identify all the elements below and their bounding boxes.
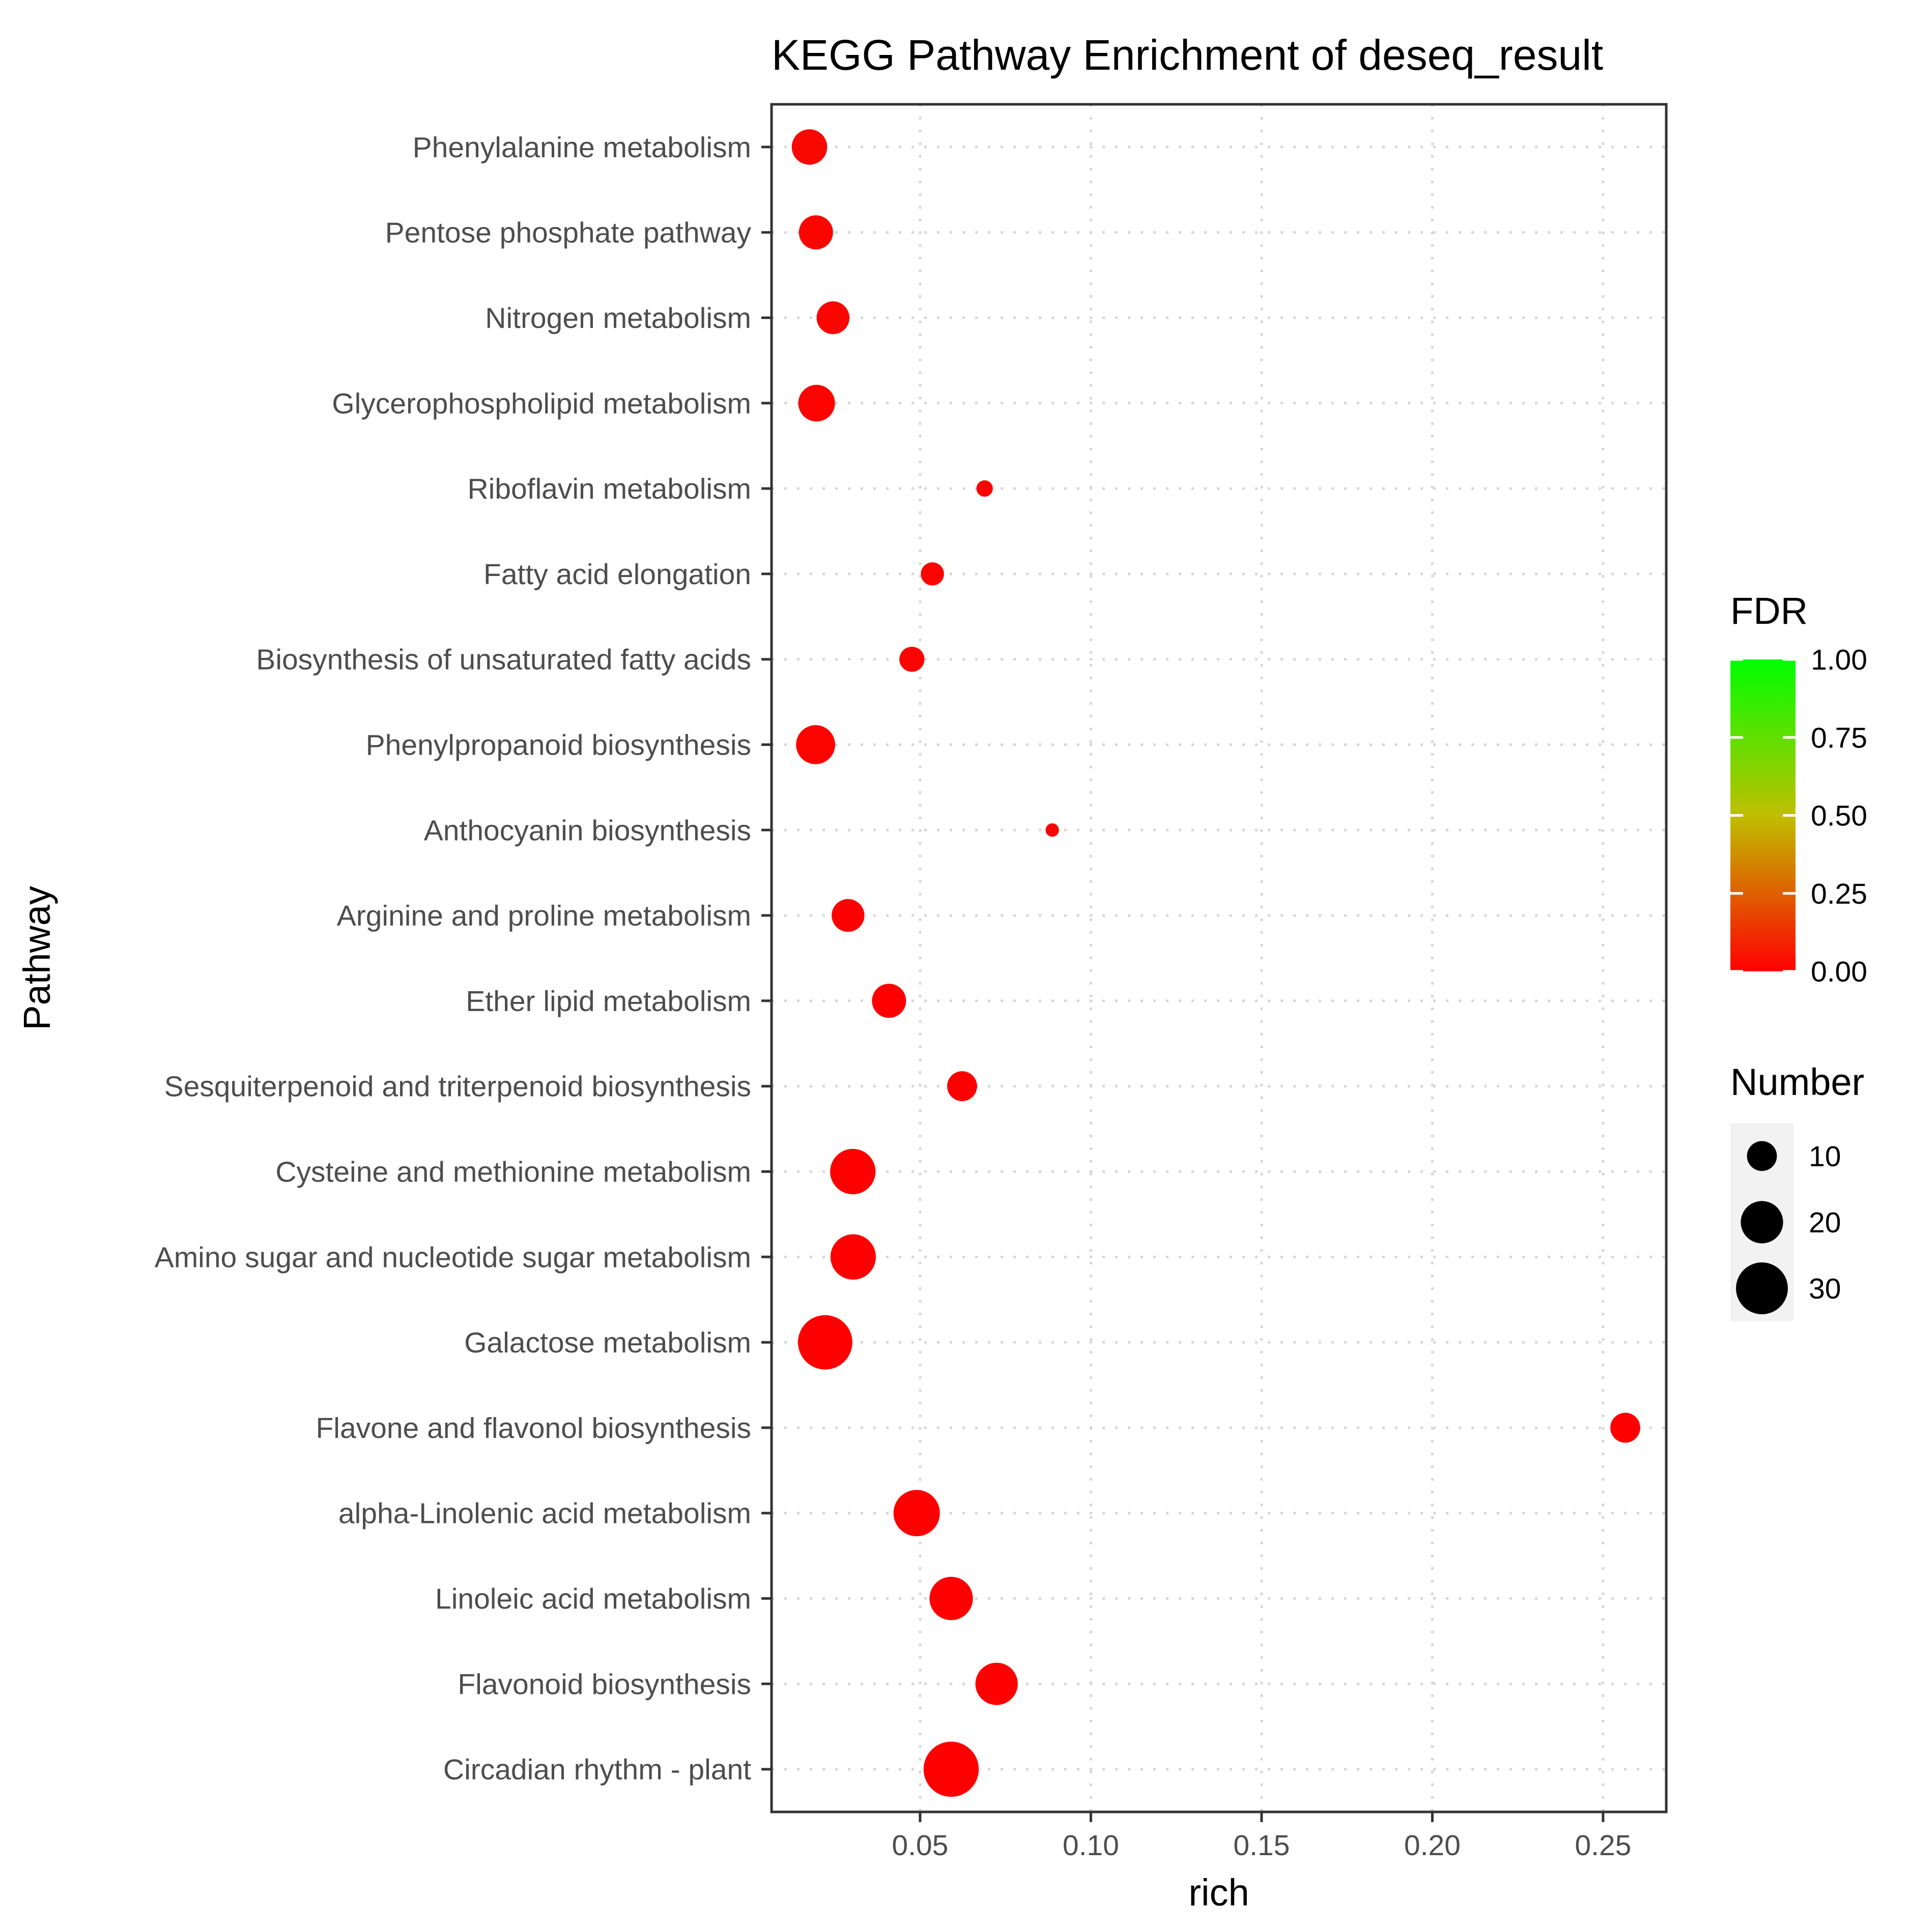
y-tick-label: Nitrogen metabolism — [485, 302, 751, 335]
x-tick-label: 0.20 — [1404, 1829, 1461, 1862]
y-tick-label: alpha-Linolenic acid metabolism — [338, 1497, 751, 1530]
data-point — [923, 1741, 979, 1797]
y-tick-label: Sesquiterpenoid and triterpenoid biosynt… — [164, 1071, 751, 1103]
data-point — [947, 1071, 977, 1102]
data-point — [791, 129, 828, 165]
y-tick-label: Pentose phosphate pathway — [385, 217, 752, 249]
legend-fdr-title: FDR — [1730, 590, 1808, 632]
legend-number-title: Number — [1730, 1061, 1864, 1103]
data-point — [832, 899, 865, 932]
points — [791, 129, 1640, 1797]
legend-fdr-label: 0.75 — [1811, 722, 1867, 754]
y-tick-label: Anthocyanin biosynthesis — [424, 814, 751, 847]
legend-fdr-label: 1.00 — [1811, 644, 1867, 676]
legend-number-label: 10 — [1809, 1140, 1841, 1173]
data-point — [830, 1234, 876, 1280]
y-tick-label: Flavonoid biosynthesis — [458, 1668, 751, 1700]
legend-fdr-ticks: 1.00 0.75 0.50 0.25 0.00 — [1730, 644, 1867, 988]
legend-number-label: 20 — [1809, 1206, 1841, 1239]
grid-lines — [772, 104, 1666, 1812]
y-tick-label: Glycerophospholipid metabolism — [332, 387, 751, 420]
y-tick-label: Phenylalanine metabolism — [413, 131, 751, 164]
legend-fdr-label: 0.00 — [1811, 956, 1867, 988]
legend-fdr-label: 0.50 — [1811, 800, 1867, 832]
legend-number: Number 10 20 30 — [1730, 1061, 1864, 1321]
legend-number-keys: 10 20 30 — [1730, 1123, 1841, 1321]
x-tick-label: 0.15 — [1233, 1829, 1290, 1862]
data-point — [816, 301, 849, 334]
y-tick-label: Phenylpropanoid biosynthesis — [366, 729, 751, 762]
y-tick-label: Linoleic acid metabolism — [435, 1583, 751, 1616]
legend-number-key-dot — [1741, 1201, 1783, 1244]
y-tick-label: Galactose metabolism — [464, 1327, 751, 1359]
y-axis: Phenylalanine metabolism Pentose phosphat… — [155, 131, 772, 1786]
x-tick-label: 0.10 — [1063, 1829, 1119, 1862]
legend-number-key-dot — [1747, 1141, 1777, 1171]
y-tick-label: Cysteine and methionine metabolism — [275, 1156, 751, 1189]
data-point — [1610, 1412, 1640, 1443]
y-tick-label: Fatty acid elongation — [483, 558, 751, 591]
y-tick-label: Flavone and flavonol biosynthesis — [316, 1412, 751, 1445]
x-tick-label: 0.05 — [892, 1829, 948, 1862]
data-point — [929, 1576, 973, 1621]
data-point — [893, 1490, 940, 1537]
legend-number-label: 30 — [1809, 1273, 1841, 1305]
data-point — [798, 385, 835, 422]
data-point — [799, 215, 833, 250]
chart-title: KEGG Pathway Enrichment of deseq_result — [772, 31, 1603, 79]
data-point — [921, 562, 944, 586]
data-point — [899, 647, 925, 672]
x-tick-label: 0.25 — [1575, 1829, 1631, 1862]
legend-number-key-dot — [1736, 1262, 1788, 1314]
legend-fdr-label: 0.25 — [1811, 878, 1867, 910]
y-axis-title: Pathway — [16, 886, 58, 1030]
data-point — [796, 725, 835, 764]
y-tick-label: Riboflavin metabolism — [467, 473, 751, 505]
x-axis: 0.05 0.10 0.15 0.20 0.25 — [892, 1812, 1631, 1862]
y-tick-label: Biosynthesis of unsaturated fatty acids — [256, 644, 751, 676]
y-tick-label: Amino sugar and nucleotide sugar metabol… — [155, 1241, 751, 1274]
data-point — [975, 1662, 1018, 1705]
data-point — [872, 984, 906, 1018]
data-point — [976, 480, 993, 497]
y-tick-label: Circadian rhythm - plant — [443, 1753, 751, 1786]
x-axis-title: rich — [1188, 1871, 1249, 1914]
data-point — [798, 1315, 852, 1370]
data-point — [830, 1148, 876, 1195]
data-point — [1045, 823, 1059, 837]
y-tick-label: Arginine and proline metabolism — [337, 900, 751, 932]
y-tick-label: Ether lipid metabolism — [466, 985, 751, 1018]
legend-fdr: FDR 1.00 0.75 0.50 0.25 0.00 — [1730, 590, 1867, 988]
plot-panel-border — [770, 103, 1668, 1813]
